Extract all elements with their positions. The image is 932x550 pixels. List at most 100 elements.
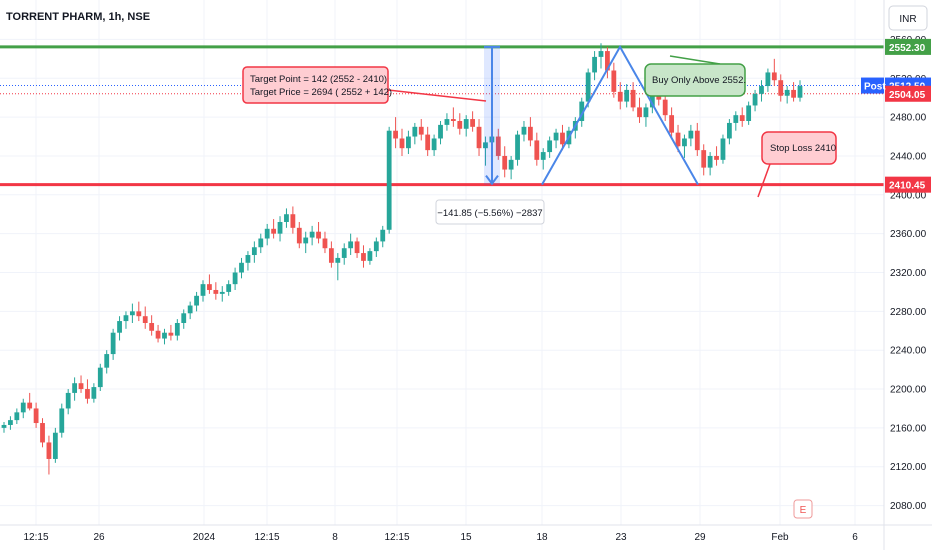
candle-body [791, 89, 796, 98]
candle-body [155, 330, 161, 339]
candle-body [508, 159, 514, 170]
candle-body [117, 321, 122, 333]
candle-body [431, 138, 437, 151]
candle-body [778, 80, 784, 96]
candle-body [739, 115, 745, 121]
candle-body [65, 392, 71, 409]
double-top-pattern [541, 44, 699, 186]
candle-body [470, 119, 476, 127]
candle-body [91, 387, 97, 399]
candle-body [110, 332, 116, 355]
candle-body [450, 119, 456, 121]
candle-body [226, 284, 232, 292]
candle-body [418, 126, 424, 135]
candle-body [373, 241, 379, 252]
candle-body [585, 72, 591, 102]
candle-body [457, 121, 463, 129]
candle-body [258, 238, 264, 248]
price-tick-label: 2240.00 [890, 346, 927, 357]
price-tick-label: 2480.00 [890, 113, 927, 124]
candle-body [662, 99, 668, 116]
candle-body [174, 323, 180, 336]
candle-body [598, 51, 604, 57]
price-tick-label: 2280.00 [890, 307, 927, 318]
candle-body [361, 253, 366, 261]
candle-body [701, 150, 707, 168]
candle-body [521, 126, 527, 135]
candle-body [502, 155, 508, 170]
buy-note-text: Buy Only Above 2552. [652, 75, 746, 86]
target-callout-box [242, 66, 389, 104]
candle-body [27, 402, 33, 409]
candle-body [784, 89, 790, 96]
candle-body [142, 316, 148, 323]
candle-body [733, 115, 739, 123]
candle-body [675, 132, 681, 147]
candle-body [412, 126, 418, 137]
candle-body [438, 124, 443, 139]
candle-body [682, 138, 687, 147]
candle-body [290, 214, 296, 228]
svg-text:E: E [800, 505, 807, 516]
candle-body [136, 311, 142, 317]
price-tick-label: 2120.00 [890, 462, 927, 473]
candle-body [714, 155, 719, 160]
candle-body [78, 383, 84, 390]
time-tick-label: Feb [771, 532, 789, 543]
candle-body [149, 323, 155, 331]
target-price-text: Target Price = 2694 ( 2552 + 142) [250, 87, 392, 98]
candle-body [354, 241, 360, 254]
candle-body [303, 237, 309, 244]
target-point-text: Target Point = 142 (2552 - 2410) [250, 74, 387, 85]
candle-body [688, 130, 694, 139]
candle-body [649, 95, 655, 108]
price-axis[interactable]: 2080.00 2120.00 2160.00 2200.00 2240.00 2280.… [861, 0, 931, 550]
candle-body [200, 284, 206, 296]
candle-body [251, 247, 257, 256]
candle-body [341, 248, 347, 258]
candle-body [726, 122, 732, 139]
candle-body [720, 138, 726, 160]
stop-note-text: Stop Loss 2410 [770, 143, 836, 154]
candle-body [592, 56, 597, 73]
candle-body [322, 238, 328, 249]
candle-body [797, 86, 803, 98]
candle-body [515, 134, 520, 160]
price-tick-label: 2400.00 [890, 190, 927, 201]
candle-body [207, 284, 212, 290]
currency-button[interactable]: INR [888, 5, 928, 31]
candle-body [20, 402, 26, 413]
candle-body [540, 152, 546, 160]
price-tick-label: 2440.00 [890, 151, 927, 162]
annotations: −141.85 (−5.56%) −2837 Target Point = 142… [242, 55, 837, 225]
candle-body [425, 134, 431, 151]
candle-body [52, 432, 58, 459]
candle-body [271, 228, 277, 234]
resistance-price-tag-label: 2552.30 [889, 43, 926, 54]
candle-body [406, 136, 411, 149]
chart-grid [0, 0, 884, 525]
candle-body [656, 95, 662, 100]
buy-note-box [644, 63, 746, 97]
time-tick-label: 15 [460, 532, 472, 543]
candle-body [245, 255, 251, 263]
post-tag-label: Post [864, 82, 886, 93]
eye-icon[interactable]: E [793, 499, 813, 519]
candle-body [187, 305, 193, 314]
candle-body [14, 412, 20, 421]
candle-body [547, 140, 553, 153]
time-tick-label: 12:15 [384, 532, 409, 543]
candle-body [463, 119, 469, 129]
stop-note-pointer [757, 163, 771, 198]
candle-body [527, 126, 533, 141]
measure-arrowhead [485, 175, 499, 186]
candle-body [72, 383, 78, 393]
candle-body [694, 130, 700, 151]
candle-body [239, 262, 244, 273]
candle-body [752, 93, 758, 106]
price-tick-label: 2360.00 [890, 229, 927, 240]
measure-label-box [435, 199, 545, 225]
candle-body [219, 291, 225, 294]
time-axis[interactable]: 12:15 26 2024 12:15 8 12:15 15 18 23 29 Feb 6 [0, 524, 932, 543]
